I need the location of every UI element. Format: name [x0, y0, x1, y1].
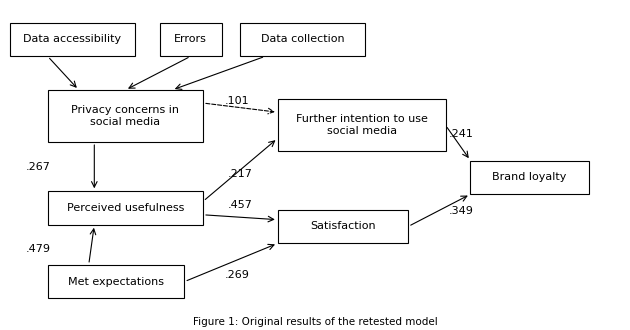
FancyBboxPatch shape: [278, 210, 408, 243]
FancyBboxPatch shape: [471, 160, 588, 194]
FancyBboxPatch shape: [241, 22, 365, 56]
Text: Brand loyalty: Brand loyalty: [492, 172, 566, 182]
FancyBboxPatch shape: [10, 22, 135, 56]
FancyBboxPatch shape: [48, 265, 185, 299]
FancyBboxPatch shape: [48, 90, 203, 142]
FancyBboxPatch shape: [159, 22, 222, 56]
Text: Perceived usefulness: Perceived usefulness: [67, 203, 184, 213]
Text: .349: .349: [449, 206, 474, 216]
Text: Privacy concerns in
social media: Privacy concerns in social media: [71, 105, 180, 127]
Text: .479: .479: [26, 245, 51, 254]
Text: Met expectations: Met expectations: [68, 277, 164, 287]
Text: Data accessibility: Data accessibility: [23, 34, 122, 45]
Text: .101: .101: [225, 96, 249, 106]
FancyBboxPatch shape: [278, 99, 445, 151]
FancyBboxPatch shape: [48, 191, 203, 225]
Text: .269: .269: [225, 271, 249, 280]
Text: Further intention to use
social media: Further intention to use social media: [295, 115, 428, 136]
Text: Errors: Errors: [175, 34, 207, 45]
Text: Data collection: Data collection: [261, 34, 345, 45]
Text: .241: .241: [449, 129, 474, 140]
Text: Satisfaction: Satisfaction: [310, 221, 375, 231]
Text: .267: .267: [26, 162, 51, 172]
Text: Figure 1: Original results of the retested model: Figure 1: Original results of the retest…: [193, 317, 437, 327]
Text: .217: .217: [228, 169, 253, 179]
Text: .457: .457: [228, 200, 253, 210]
